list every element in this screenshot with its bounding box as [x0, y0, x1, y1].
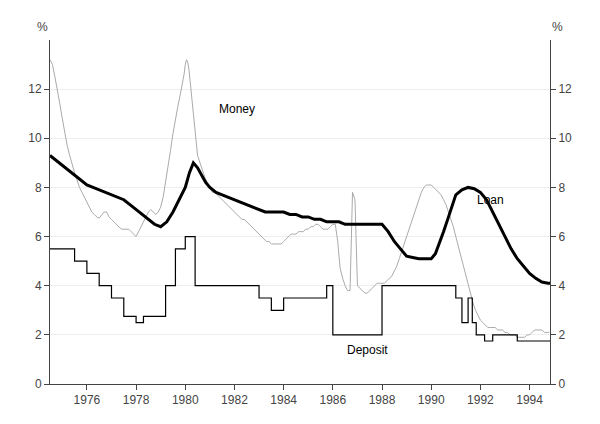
- svg-text:1980: 1980: [172, 393, 199, 407]
- svg-text:0: 0: [558, 377, 565, 391]
- svg-text:12: 12: [558, 82, 572, 96]
- svg-text:1982: 1982: [221, 393, 248, 407]
- svg-text:1992: 1992: [467, 393, 494, 407]
- svg-text:1986: 1986: [319, 393, 346, 407]
- svg-text:1994: 1994: [516, 393, 543, 407]
- svg-text:6: 6: [35, 230, 42, 244]
- svg-text:1976: 1976: [74, 393, 101, 407]
- svg-text:0: 0: [35, 377, 42, 391]
- svg-text:Money: Money: [219, 102, 255, 116]
- svg-text:6: 6: [558, 230, 565, 244]
- svg-text:10: 10: [28, 131, 42, 145]
- svg-text:1984: 1984: [270, 393, 297, 407]
- svg-text:10: 10: [558, 131, 572, 145]
- svg-text:%: %: [552, 20, 563, 34]
- svg-text:1990: 1990: [418, 393, 445, 407]
- svg-text:1978: 1978: [123, 393, 150, 407]
- svg-text:Loan: Loan: [477, 193, 504, 207]
- svg-text:%: %: [37, 20, 48, 34]
- svg-text:4: 4: [35, 279, 42, 293]
- svg-text:1988: 1988: [369, 393, 396, 407]
- svg-text:4: 4: [558, 279, 565, 293]
- svg-text:12: 12: [28, 82, 42, 96]
- svg-text:2: 2: [558, 328, 565, 342]
- svg-text:8: 8: [35, 181, 42, 195]
- svg-text:Deposit: Deposit: [347, 343, 388, 357]
- svg-text:8: 8: [558, 181, 565, 195]
- svg-text:2: 2: [35, 328, 42, 342]
